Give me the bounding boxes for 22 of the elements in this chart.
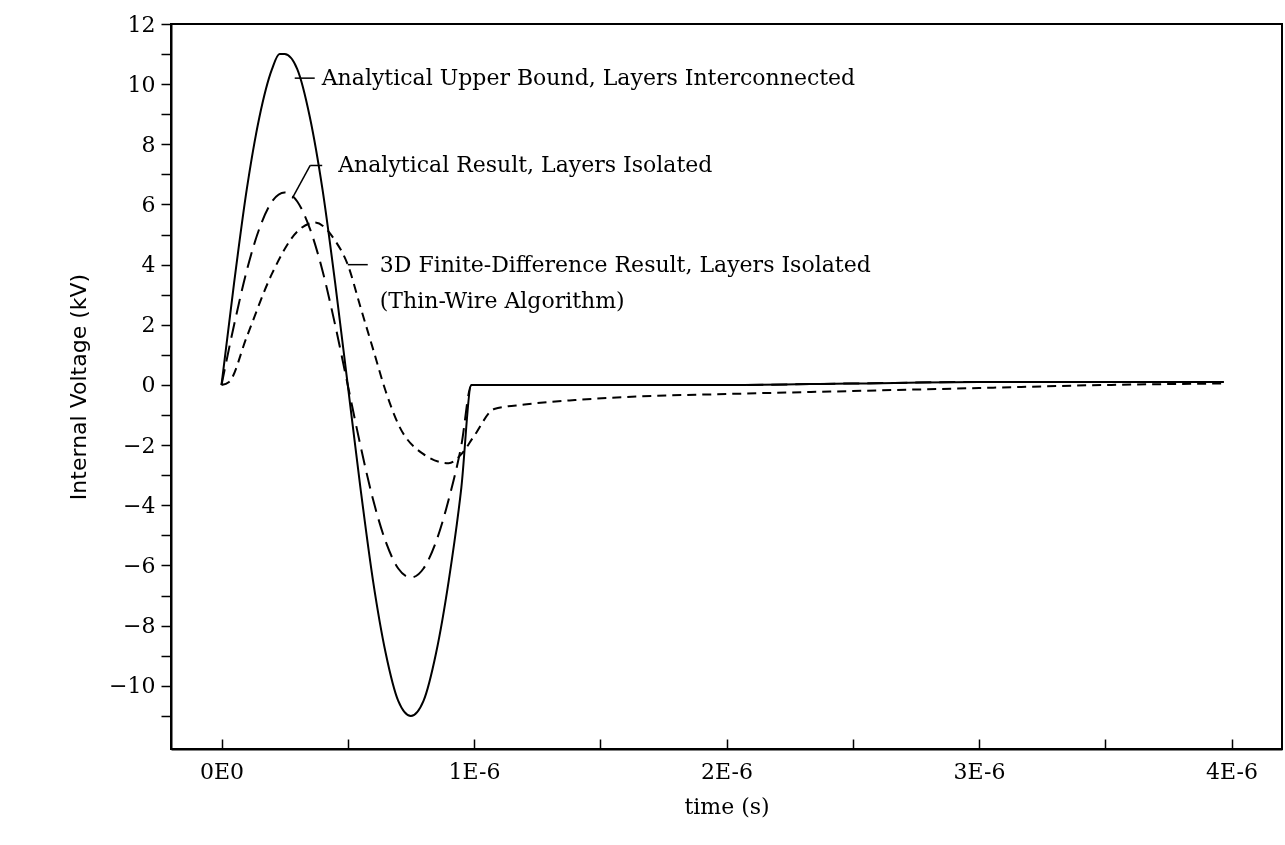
y-tick-label: −10 (109, 673, 156, 699)
y-tick-label: 0 (141, 372, 156, 398)
y-tick-label: −2 (123, 432, 156, 458)
annotation: 3D Finite-Difference Result, Layers Isolated (Thin-Wire Algorithm) (379, 251, 871, 313)
y-tick-label: −4 (123, 492, 156, 518)
x-tick-label: 0E0 (199, 758, 245, 784)
x-tick-label: 1E-6 (448, 758, 501, 784)
y-tick-label: 12 (127, 11, 156, 37)
y-tick-label: 10 (127, 71, 156, 97)
x-tick-label: 2E-6 (701, 758, 753, 784)
y-tick-label: 4 (141, 252, 156, 278)
x-tick-label: 3E-6 (953, 758, 1006, 784)
y-tick-label: −8 (123, 613, 156, 639)
y-tick-label: 2 (141, 312, 156, 338)
y-tick-label: 6 (141, 192, 156, 217)
annotation: Analytical Upper Bound, Layers Interconnected (320, 65, 856, 91)
x-tick-label: 4E-6 (1206, 758, 1258, 784)
y-tick-label: 8 (141, 131, 156, 157)
x-axis-title: time (s) (684, 793, 770, 819)
annotation: Analytical Result, Layers Isolated (337, 152, 713, 178)
y-axis-title: Internal Voltage (kV) (66, 273, 92, 501)
y-tick-label: −6 (123, 552, 156, 578)
